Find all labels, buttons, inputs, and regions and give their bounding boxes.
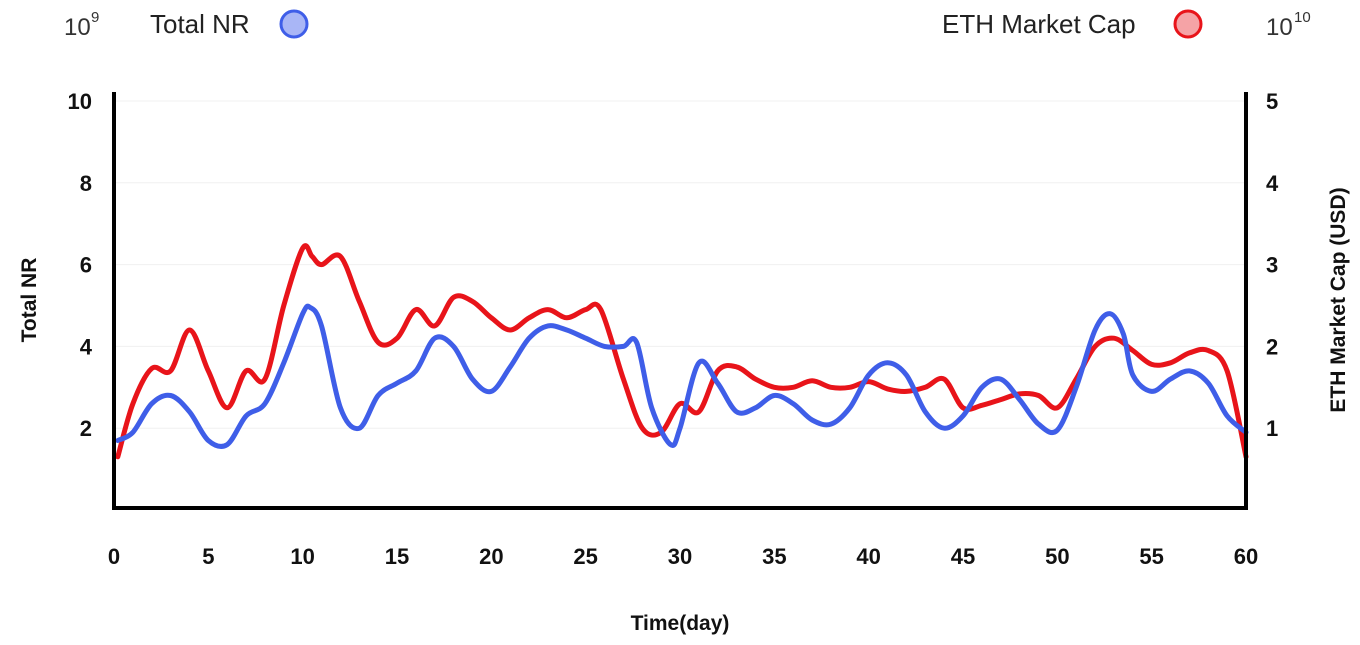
right-exponent-power: 10 [1294, 9, 1311, 26]
y-left-tick-label: 2 [80, 416, 92, 441]
series-line-total-nr [115, 303, 1249, 449]
x-tick-label: 5 [202, 544, 214, 569]
x-tick-label: 20 [479, 544, 503, 569]
y-right-tick-label: 5 [1266, 89, 1278, 114]
x-tick-label: 15 [385, 544, 409, 569]
x-tick-label: 40 [856, 544, 880, 569]
x-tick-label: 60 [1234, 544, 1258, 569]
y-left-tick-label: 8 [80, 171, 92, 196]
y-left-axis-title: Total NR [18, 258, 41, 343]
left-exponent-base: 10 [64, 14, 91, 41]
right-exponent-base: 10 [1266, 14, 1293, 41]
legend-label-total-nr: Total NR [150, 9, 250, 39]
series-lines [115, 243, 1249, 460]
series-line-eth-market-cap [115, 243, 1249, 460]
y-right-tick-label: 3 [1266, 253, 1278, 278]
y-left-tick-labels: 2 4 6 8 10 [68, 89, 93, 441]
y-right-tick-labels: 1 2 3 4 5 [1266, 89, 1279, 441]
left-exponent-power: 9 [91, 9, 99, 26]
x-tick-label: 25 [573, 544, 597, 569]
x-tick-label: 30 [668, 544, 692, 569]
legend: Total NR ETH Market Cap [150, 9, 1203, 39]
x-tick-label: 55 [1139, 544, 1163, 569]
legend-marker-eth-market-cap [1173, 9, 1203, 39]
y-right-axis-title: ETH Market Cap (USD) [1327, 187, 1350, 412]
legend-label-eth-market-cap: ETH Market Cap [942, 9, 1136, 39]
x-tick-label: 35 [762, 544, 786, 569]
x-tick-label: 0 [108, 544, 120, 569]
x-tick-labels: 0 5 10 15 20 25 30 35 40 45 50 55 60 [108, 544, 1258, 569]
y-right-tick-label: 2 [1266, 334, 1278, 359]
x-tick-label: 45 [951, 544, 975, 569]
x-axis-title: Time(day) [631, 612, 730, 635]
y-left-tick-label: 10 [68, 89, 92, 114]
y-right-tick-label: 4 [1266, 171, 1279, 196]
legend-marker-total-nr [279, 9, 309, 39]
x-tick-label: 10 [290, 544, 314, 569]
y-left-tick-label: 6 [80, 253, 92, 278]
x-tick-label: 50 [1045, 544, 1069, 569]
y-right-tick-label: 1 [1266, 416, 1278, 441]
y-left-tick-label: 4 [80, 334, 93, 359]
